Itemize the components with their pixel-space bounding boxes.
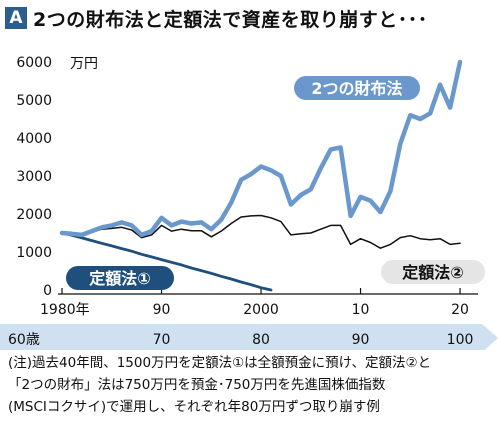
- y-tick-label: 1000: [16, 245, 52, 261]
- chart-title: 2つの財布法と定額法で資産を取り崩すと･･･: [33, 9, 428, 31]
- x-tick-label: 90: [153, 302, 171, 318]
- age-label: 100: [447, 332, 474, 348]
- age-band: [0, 324, 498, 350]
- series-line-fixed-1: [60, 231, 273, 292]
- age-label: 70: [153, 332, 171, 348]
- series-label-two-wallets-bg: [294, 76, 420, 100]
- y-tick-label: 0: [43, 283, 52, 299]
- chart-header: A 2つの財布法と定額法で資産を取り崩すと･･･: [0, 0, 500, 36]
- footnote-line: (MSCIコクサイ)で運用し、それぞれ年80万円ずつ取り崩す例: [8, 399, 380, 415]
- line-chart: 0 1000 2000 3000 4000 5000 6000 万円 1980年 90 2000 10…: [0, 55, 498, 350]
- series-label-fixed-1-bg: [66, 266, 174, 290]
- series-line-fixed-2: [61, 214, 461, 249]
- series-label-fixed-2-bg: [381, 260, 485, 284]
- x-tick-label: 2000: [243, 302, 279, 318]
- y-tick-label: 2000: [16, 207, 52, 223]
- age-label: 90: [352, 332, 370, 348]
- footnote-line: 「2つの財布」法は750万円を預金･750万円を先進国株価指数: [8, 377, 386, 393]
- y-tick-label: 6000: [16, 55, 52, 71]
- footnote-line: (注)過去40年間、1500万円を定額法①は全額預金に預け、定額法②と: [8, 355, 432, 371]
- footnote: (注)過去40年間、1500万円を定額法①は全額預金に預け、定額法②と 「2つの…: [8, 352, 496, 418]
- age-label: 80: [252, 332, 270, 348]
- y-axis-unit: 万円: [70, 56, 98, 72]
- x-tick-label: 10: [352, 302, 370, 318]
- y-tick-label: 5000: [16, 93, 52, 109]
- series-label-fixed-2: 定額法②: [401, 263, 464, 282]
- title-badge: A: [5, 7, 27, 29]
- x-tick-label: 1980年: [40, 302, 90, 318]
- series-label-fixed-1: 定額法①: [88, 269, 151, 288]
- x-tick-label: 20: [451, 302, 469, 318]
- series-line-two-wallets: [59, 59, 463, 238]
- series-label-two-wallets: 2つの財布法: [311, 79, 402, 98]
- y-tick-label: 3000: [16, 169, 52, 185]
- age-label: 60歳: [8, 332, 40, 348]
- y-tick-label: 4000: [16, 131, 52, 147]
